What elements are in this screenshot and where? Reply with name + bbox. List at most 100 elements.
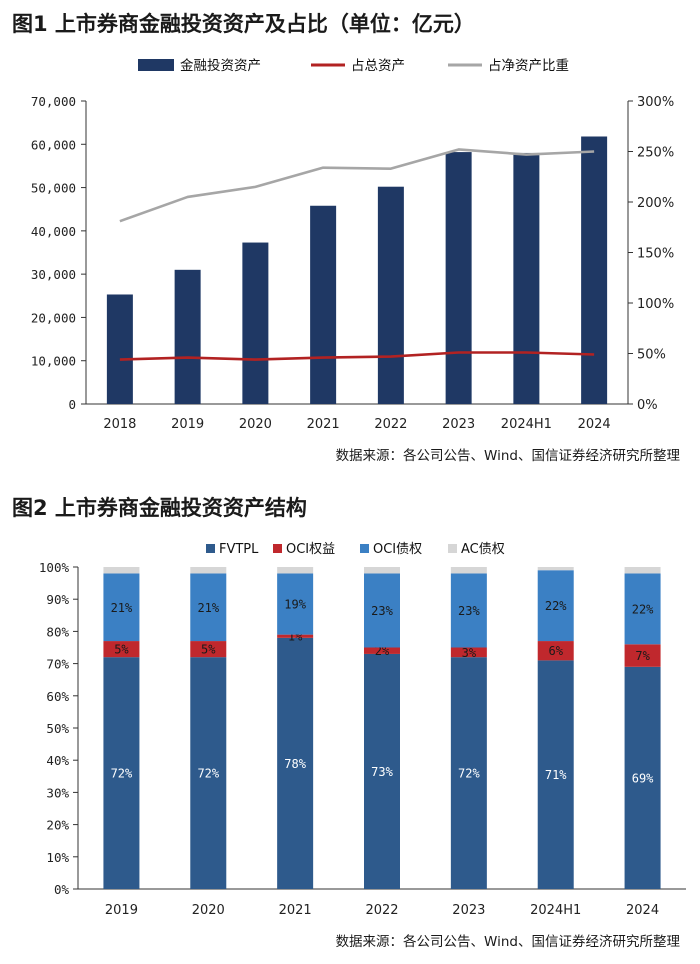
figure1-title: 图1 上市券商金融投资资产及占比（单位：亿元） [12,12,475,36]
data-label: 21% [111,601,133,615]
y-tick-label: 90% [46,592,69,607]
bar-2022 [377,186,404,404]
segment-AC债权-2021 [277,567,314,574]
figure1-source: 数据来源：各公司公告、Wind、国信证券经济研究所整理 [335,448,680,464]
segment-FVTPL-2024 [624,666,661,889]
x-tick-label: 2024H1 [530,903,581,918]
x-tick-label: 2023 [442,417,475,432]
segment-OCI债权-2024H1 [537,570,574,642]
data-label: 73% [371,765,393,779]
data-label: 22% [545,599,567,613]
x-tick-label: 2021 [279,903,312,918]
x-tick-label: 2023 [452,903,485,918]
x-tick-label: 2021 [307,417,340,432]
segment-AC债权-2022 [364,567,400,574]
data-label: 23% [458,604,480,618]
data-label: 19% [284,598,306,612]
y2-tick-label: 250% [637,146,674,161]
data-label: 23% [371,604,393,618]
figure2-title: 图2 上市券商金融投资资产结构 [12,496,307,520]
y-tick-label: 50% [46,721,69,736]
legend-swatch-OCI权益 [273,544,282,553]
segment-AC债权-2024H1 [537,567,574,571]
data-label: 72% [197,767,219,781]
legend-label-FVTPL: FVTPL [219,542,259,557]
y-tick-label: 50,000 [31,181,76,196]
bar-2023 [445,152,472,404]
segment-FVTPL-2022 [364,653,400,889]
legend-label-1: 金融投资资产 [180,58,261,74]
data-label: 22% [632,602,654,616]
y2-tick-label: 50% [637,348,666,363]
x-tick-label: 2024 [578,417,611,432]
segment-FVTPL-2023 [450,657,487,889]
y2-tick-label: 0% [637,398,658,413]
y-tick-label: 70,000 [31,94,76,109]
data-label: 78% [284,757,306,771]
data-label: 5% [201,643,216,657]
legend-label-OCI权益: OCI权益 [286,541,335,557]
segment-OCI债权-2021 [277,573,314,635]
y2-tick-label: 150% [637,247,674,262]
y2-tick-label: 200% [637,196,674,211]
segment-OCI债权-2022 [364,573,400,648]
legend-swatch-1 [138,59,174,71]
series-line-2 [119,148,595,223]
data-label: 6% [548,644,563,658]
legend-swatch-OCI债权 [360,544,369,553]
bar-2024H1 [513,152,540,404]
data-label: 3% [462,646,477,660]
data-label: 72% [111,767,133,781]
legend-label-3: 占净资产比重 [488,58,569,74]
data-label: 72% [458,767,480,781]
segment-FVTPL-2021 [277,637,314,889]
x-tick-label: 2022 [365,903,398,918]
x-tick-label: 2022 [374,417,407,432]
y-tick-label: 10,000 [31,354,76,369]
chart1: 0 10,000 20,000 30,000 40,000 50,000 60,000 70,… [31,58,674,432]
y-tick-label: 40,000 [31,224,76,239]
y-tick-label: 30% [46,785,69,800]
y-tick-label: 20% [46,818,69,833]
series-line-1 [119,351,595,361]
y-tick-label: 30,000 [31,267,76,282]
y-tick-label: 70% [46,657,69,672]
bar-2018 [106,294,133,404]
segment-OCI债权-2023 [450,573,487,648]
y-tick-label: 10% [46,850,69,865]
y2-tick-label: 300% [637,95,674,110]
segment-AC债权-2020 [190,567,227,574]
legend-label-AC债权: AC债权 [461,541,505,557]
segment-OCI权益-2024 [624,644,661,667]
y-tick-label: 60,000 [31,137,76,152]
segment-AC债权-2024 [624,567,661,574]
x-tick-label: 2020 [192,903,225,918]
x-tick-label: 2018 [103,417,136,432]
bar-2021 [310,205,337,404]
y-tick-label: 40% [46,753,69,768]
y2-tick-label: 100% [637,297,674,312]
x-tick-label: 2019 [171,417,204,432]
segment-AC债权-2023 [450,567,487,574]
x-tick-label: 2024 [626,903,659,918]
bar-2024 [581,136,608,404]
figure2-source: 数据来源：各公司公告、Wind、国信证券经济研究所整理 [335,934,680,950]
y-tick-label: 0 [68,397,76,412]
segment-AC债权-2019 [103,567,140,574]
data-label: 2% [375,644,390,658]
y-tick-label: 20,000 [31,310,76,325]
data-label: 69% [632,771,654,785]
legend-label-2: 占总资产 [351,58,405,74]
bar-2020 [242,242,269,404]
y-tick-label: 0% [54,882,70,897]
segment-OCI债权-2019 [103,573,140,642]
legend-swatch-FVTPL [206,544,215,553]
data-label: 5% [114,643,129,657]
segment-OCI权益-2022 [364,647,400,654]
segment-OCI权益-2019 [103,641,140,658]
chart2: 0% 10% 20% 30% 40% 50% 60% 70% 80% 90% 100% 2019 202… [39,541,686,918]
segment-OCI债权-2024 [624,573,661,645]
segment-FVTPL-2019 [103,657,140,889]
segment-OCI债权-2020 [190,573,227,642]
segment-OCI权益-2024H1 [537,641,574,661]
